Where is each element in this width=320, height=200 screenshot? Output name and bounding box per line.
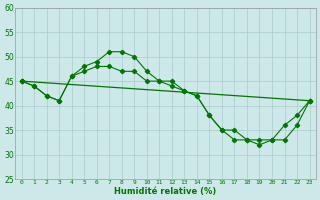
X-axis label: Humidité relative (%): Humidité relative (%) (115, 187, 217, 196)
